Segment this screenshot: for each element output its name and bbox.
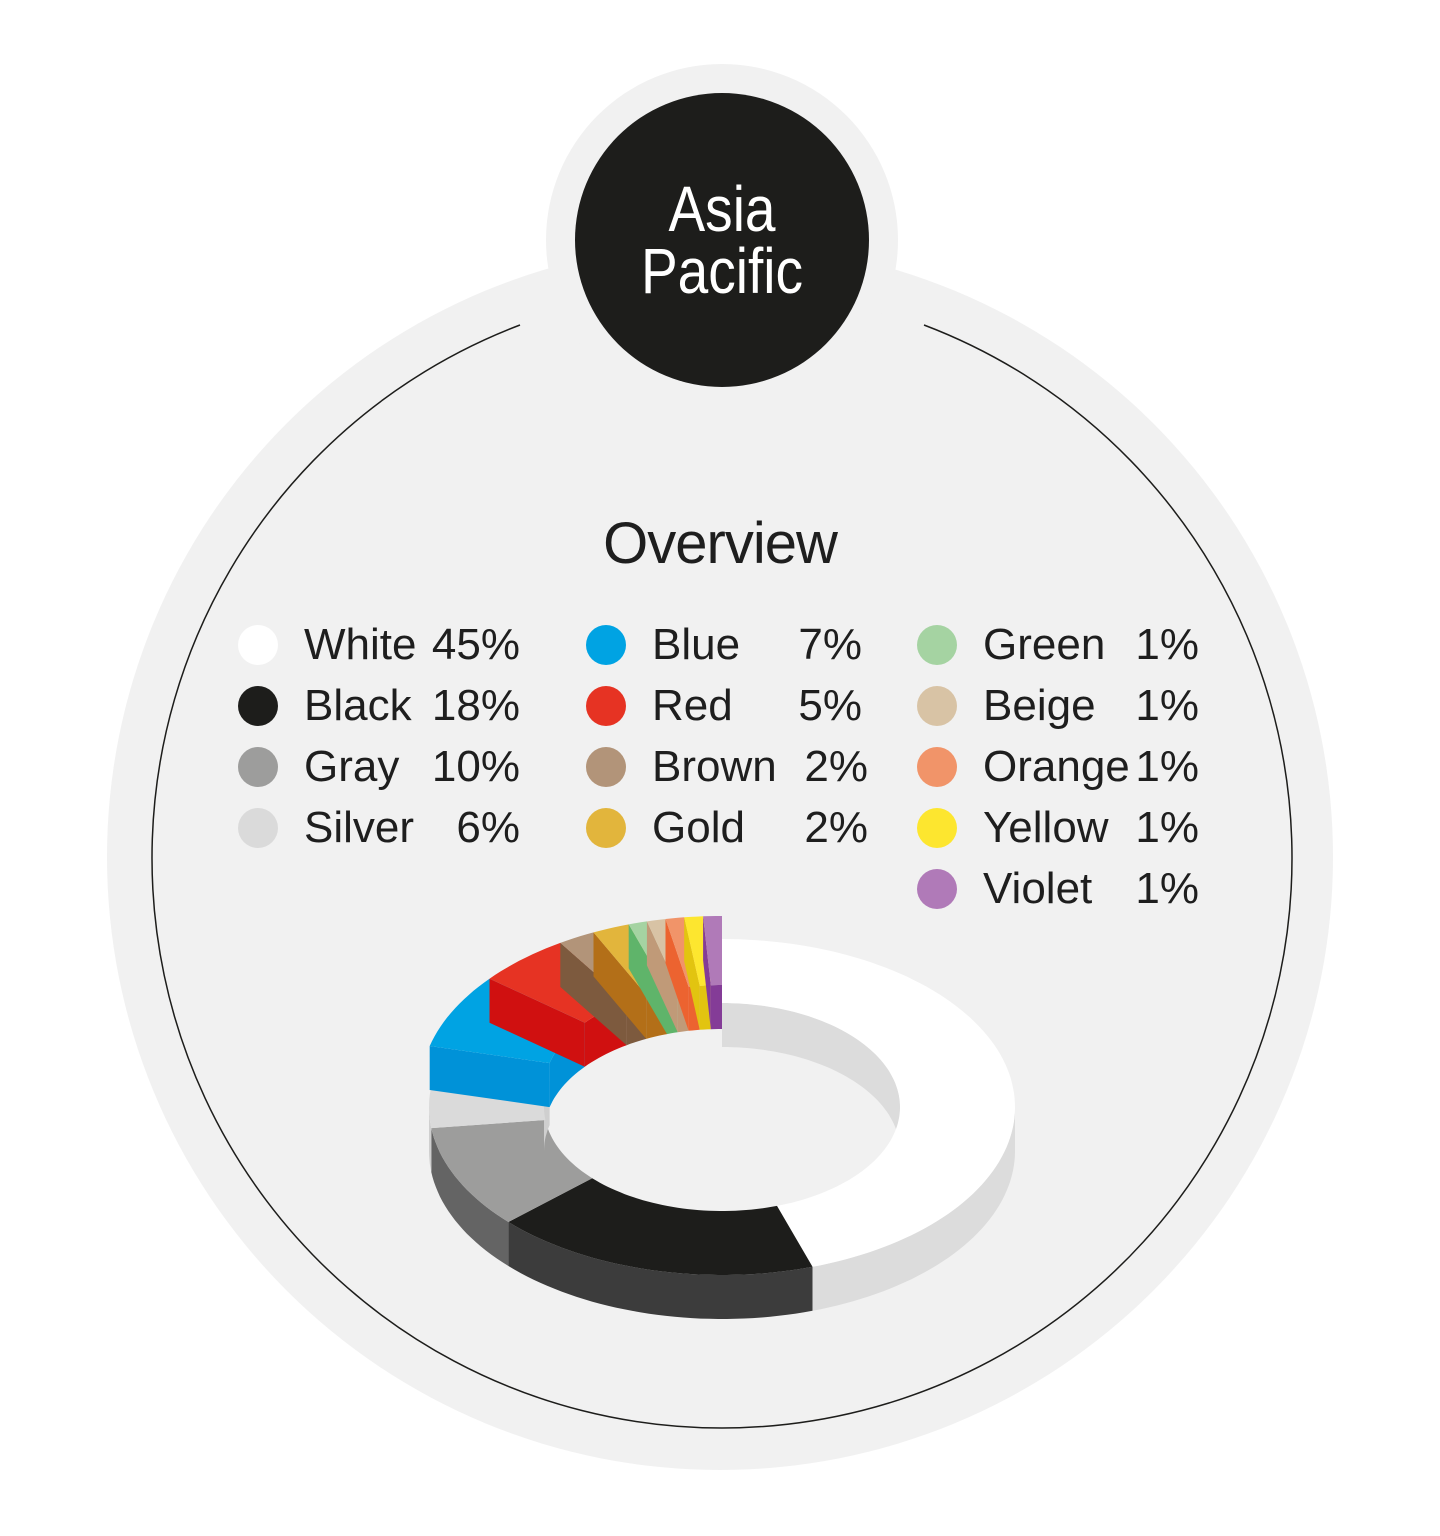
legend-swatch bbox=[238, 625, 278, 665]
legend-label: Yellow bbox=[983, 803, 1109, 852]
slice-inner-wall-violet bbox=[710, 985, 722, 1030]
legend-label: Gray bbox=[304, 742, 400, 791]
slice-end-face-brown bbox=[560, 942, 627, 1046]
legend-swatch bbox=[586, 808, 626, 848]
legend-value: 45% bbox=[431, 620, 520, 669]
legend-label: White bbox=[304, 620, 417, 669]
slice-outer-wall-black bbox=[508, 1222, 813, 1319]
legend-value: 2% bbox=[804, 742, 868, 791]
outer-circle bbox=[107, 244, 1333, 1470]
legend-value: 6% bbox=[456, 803, 520, 852]
legend-value: 1% bbox=[1135, 681, 1199, 730]
slice-end-face-blue bbox=[429, 1046, 550, 1108]
legend-swatch bbox=[586, 686, 626, 726]
legend-item-violet: Violet 1% bbox=[917, 864, 1199, 914]
slice-black bbox=[508, 1178, 813, 1275]
legend-item-red: Red 5% bbox=[586, 681, 868, 731]
legend-label: Black bbox=[304, 681, 412, 730]
region-badge bbox=[575, 93, 869, 387]
legend-swatch bbox=[917, 686, 957, 726]
slice-gray bbox=[431, 1120, 593, 1222]
legend-swatch bbox=[238, 686, 278, 726]
legend-value: 1% bbox=[1135, 864, 1199, 913]
slice-end-face-yellow bbox=[684, 917, 700, 1030]
slice-end-face-red bbox=[489, 978, 585, 1067]
legend-value: 2% bbox=[804, 803, 868, 852]
legend-item-silver: Silver 6% bbox=[238, 803, 520, 853]
region-line-1: Asia bbox=[668, 173, 776, 245]
legend-item-orange: Orange 1% bbox=[917, 742, 1199, 792]
slice-white bbox=[722, 939, 1015, 1267]
legend-value: 5% bbox=[798, 681, 862, 730]
legend-value: 7% bbox=[798, 620, 862, 669]
slice-violet bbox=[703, 916, 722, 986]
legend-swatch bbox=[917, 625, 957, 665]
legend-label: Green bbox=[983, 620, 1106, 669]
slice-outer-wall-gray bbox=[431, 1128, 509, 1266]
legend-value: 18% bbox=[431, 681, 520, 730]
legend-item-yellow: Yellow 1% bbox=[917, 803, 1199, 853]
slice-outer-wall-silver bbox=[429, 1107, 432, 1173]
slice-end-face-beige bbox=[646, 921, 678, 1033]
region-line-2: Pacific bbox=[640, 235, 804, 307]
slice-outer-wall-white bbox=[812, 1107, 1015, 1311]
legend-item-gray: Gray 10% bbox=[238, 742, 520, 792]
legend-swatch bbox=[917, 869, 957, 909]
legend-value: 10% bbox=[431, 742, 520, 791]
legend-label: Orange bbox=[983, 742, 1130, 791]
legend-value: 1% bbox=[1135, 620, 1199, 669]
legend-value: 1% bbox=[1135, 742, 1199, 791]
slice-end-face-green bbox=[628, 924, 667, 1035]
legend-label: Red bbox=[652, 681, 733, 730]
slice-end-face-violet bbox=[703, 916, 711, 1030]
legend-swatch bbox=[917, 808, 957, 848]
legend-item-black: Black 18% bbox=[238, 681, 520, 731]
legend-label: Beige bbox=[983, 681, 1096, 730]
legend-label: Violet bbox=[983, 864, 1093, 913]
legend-item-blue: Blue 7% bbox=[586, 620, 868, 670]
ring-line bbox=[151, 324, 1293, 1429]
legend-item-gold: Gold 2% bbox=[586, 803, 868, 853]
legend-value: 1% bbox=[1135, 803, 1199, 852]
donut-chart bbox=[429, 916, 1015, 1319]
legend-swatch bbox=[238, 747, 278, 787]
slice-end-face-gold bbox=[593, 932, 647, 1039]
slice-end-face-orange bbox=[665, 919, 689, 1031]
legend-swatch bbox=[586, 747, 626, 787]
legend-swatch bbox=[917, 747, 957, 787]
legend-item-brown: Brown 2% bbox=[586, 742, 868, 792]
legend-label: Brown bbox=[652, 742, 777, 791]
legend-label: Blue bbox=[652, 620, 741, 669]
legend-label: Gold bbox=[652, 803, 745, 852]
legend-swatch bbox=[586, 625, 626, 665]
chart-title: Overview bbox=[603, 511, 838, 576]
legend-item-green: Green 1% bbox=[917, 620, 1199, 670]
slice-inner-wall-white bbox=[722, 1003, 900, 1151]
legend-item-white: White 45% bbox=[238, 620, 520, 670]
legend-swatch bbox=[238, 808, 278, 848]
legend-label: Silver bbox=[304, 803, 415, 852]
region-title: Asia Pacific bbox=[640, 173, 804, 307]
legend-item-beige: Beige 1% bbox=[917, 681, 1199, 731]
